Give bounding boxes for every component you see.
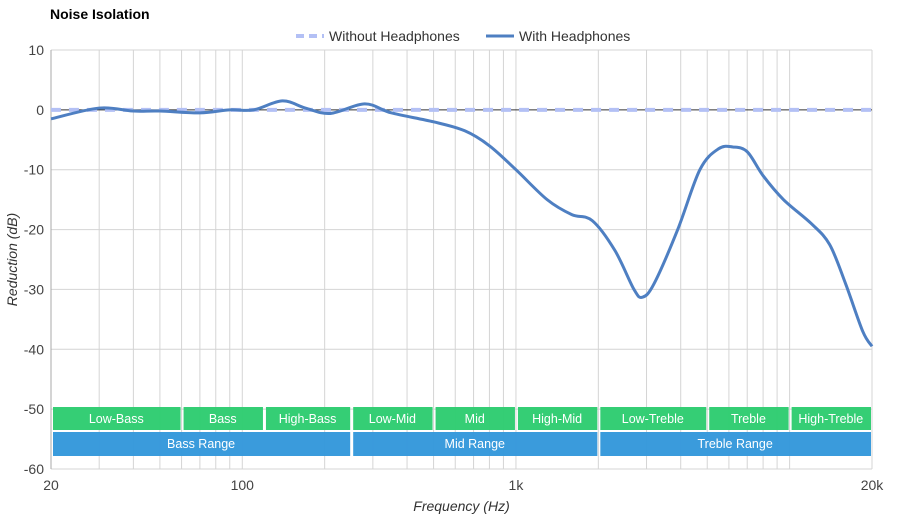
band-label: Low-Bass bbox=[89, 412, 144, 426]
y-tick-label: -10 bbox=[24, 162, 44, 178]
legend-label: Without Headphones bbox=[329, 28, 460, 44]
range-label: Treble Range bbox=[698, 437, 773, 451]
x-tick-label: 1k bbox=[509, 477, 525, 493]
chart-title: Noise Isolation bbox=[50, 6, 150, 22]
band-label: High-Mid bbox=[532, 412, 582, 426]
band-bass bbox=[183, 407, 263, 430]
legend-label: With Headphones bbox=[519, 28, 630, 44]
band-treble bbox=[709, 407, 789, 430]
range-treble-range bbox=[600, 432, 871, 456]
band-label: Low-Treble bbox=[622, 412, 684, 426]
band-label: Low-Mid bbox=[369, 412, 416, 426]
band-high-treble bbox=[791, 407, 871, 430]
series-line-with-headphones bbox=[50, 99, 874, 348]
x-axis-title: Frequency (Hz) bbox=[413, 498, 509, 514]
band-low-mid bbox=[353, 407, 433, 430]
range-mid-range bbox=[353, 432, 598, 456]
band-mid bbox=[435, 407, 515, 430]
y-tick-label: 0 bbox=[36, 102, 44, 118]
y-tick-label: 10 bbox=[28, 42, 44, 58]
band-label: High-Treble bbox=[798, 412, 863, 426]
band-label: Mid bbox=[465, 412, 485, 426]
x-tick-label: 20 bbox=[43, 477, 59, 493]
range-label: Bass Range bbox=[167, 437, 235, 451]
x-tick-label: 20k bbox=[861, 477, 885, 493]
band-high-mid bbox=[517, 407, 598, 430]
y-tick-label: -40 bbox=[24, 341, 44, 357]
range-bass-range bbox=[53, 432, 351, 456]
y-tick-label: -60 bbox=[24, 461, 44, 477]
range-label: Mid Range bbox=[445, 437, 505, 451]
band-high-bass bbox=[265, 407, 351, 430]
y-tick-label: -50 bbox=[24, 401, 44, 417]
x-tick-label: 100 bbox=[231, 477, 255, 493]
band-label: Treble bbox=[731, 412, 766, 426]
y-tick-label: -30 bbox=[24, 281, 44, 297]
y-axis-title: Reduction (dB) bbox=[4, 213, 20, 306]
band-label: Bass bbox=[209, 412, 237, 426]
y-tick-label: -20 bbox=[24, 222, 44, 238]
band-low-bass bbox=[53, 407, 181, 430]
band-low-treble bbox=[600, 407, 707, 430]
band-label: High-Bass bbox=[279, 412, 337, 426]
